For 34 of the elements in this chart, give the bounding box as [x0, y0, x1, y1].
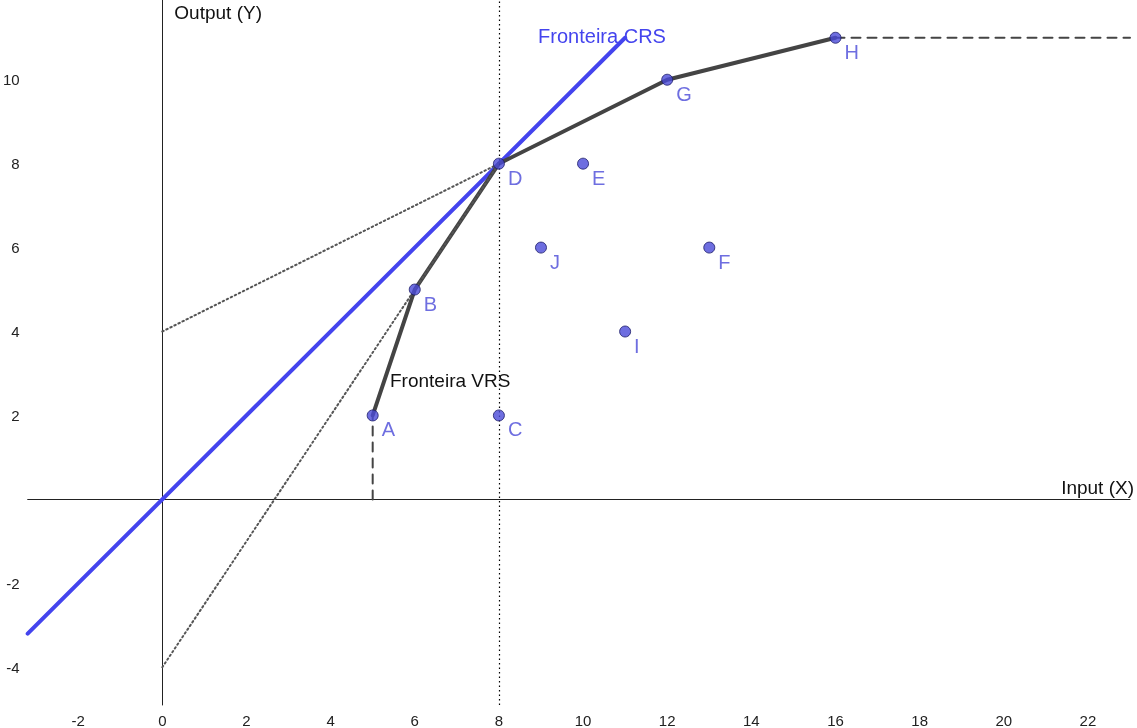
- annotation: D: [507, 166, 523, 189]
- y-tick-label: 2: [11, 406, 20, 424]
- annotation: B: [423, 292, 438, 315]
- x-tick-label: -2: [71, 712, 85, 728]
- annotation: A: [381, 418, 396, 441]
- x-tick-label: 16: [827, 712, 844, 728]
- annotation: Fronteira VRS: [390, 370, 511, 391]
- y-tick-label: 4: [11, 323, 20, 341]
- y-tick-label: -4: [6, 658, 20, 676]
- x-tick-label: 4: [326, 712, 335, 728]
- annotation: I: [634, 334, 640, 357]
- annotation: H: [844, 40, 859, 63]
- x-tick-label: 12: [658, 712, 676, 728]
- y-tick-label: 6: [11, 239, 20, 257]
- x-tick-label: 22: [1079, 712, 1097, 728]
- annotation: C: [507, 418, 523, 441]
- x-tick-label: 10: [574, 712, 592, 728]
- x-tick-label: 14: [743, 712, 760, 728]
- x-tick-label: 0: [158, 712, 167, 728]
- annotation: E: [592, 166, 606, 189]
- y-tick-label: 8: [11, 155, 20, 173]
- y-tick-label: -2: [6, 574, 20, 592]
- x-tick-label: 20: [995, 712, 1013, 728]
- annotation: J: [549, 250, 560, 273]
- x-tick-label: 6: [410, 712, 419, 728]
- annotation: G: [676, 82, 692, 105]
- y-axis-title: Output (Y): [174, 2, 262, 23]
- series-label: Fronteira CRS: [538, 24, 666, 47]
- annotation: F: [718, 250, 731, 273]
- y-tick-label: 10: [3, 71, 20, 89]
- x-tick-label: 8: [494, 712, 504, 728]
- x-tick-label: 18: [911, 712, 928, 728]
- x-tick-label: 2: [242, 712, 251, 728]
- x-axis-title: Input (X): [1061, 477, 1134, 499]
